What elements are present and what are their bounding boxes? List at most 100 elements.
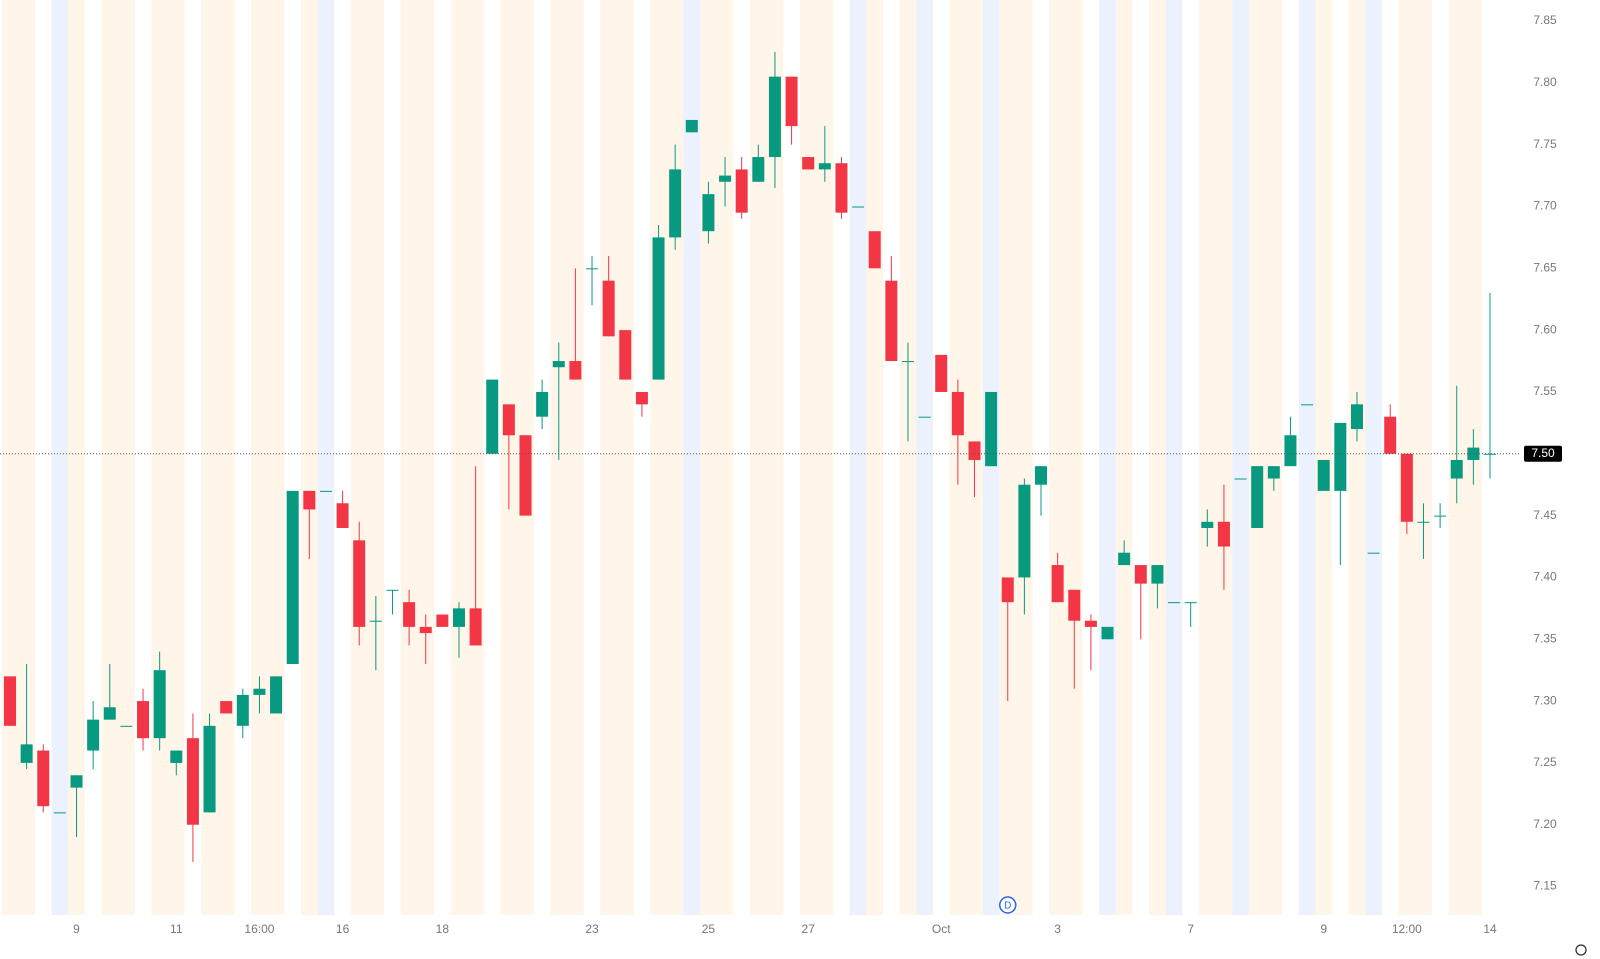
candle-body xyxy=(619,330,632,380)
candle-body xyxy=(37,750,50,807)
candle-body xyxy=(87,719,100,751)
session-band xyxy=(417,0,435,915)
x-tick-label: 11 xyxy=(170,922,183,936)
x-tick-label: Oct xyxy=(932,922,951,936)
candle-body xyxy=(768,76,781,158)
candle-body xyxy=(602,280,615,337)
y-tick-label: 7.70 xyxy=(1533,199,1557,213)
last-price-box xyxy=(1524,445,1562,462)
candle-body xyxy=(1267,466,1280,479)
session-band xyxy=(1415,0,1432,915)
session-band xyxy=(450,0,468,915)
candle-body xyxy=(1201,521,1214,528)
session-band xyxy=(251,0,268,915)
x-tick-label: 23 xyxy=(585,922,599,936)
session-band xyxy=(766,0,784,915)
session-band xyxy=(1065,0,1083,915)
session-band xyxy=(151,0,168,915)
session-band xyxy=(1165,0,1183,915)
session-band xyxy=(68,0,85,915)
candle-body xyxy=(569,361,582,380)
candle-body xyxy=(752,157,765,182)
session-band xyxy=(1232,0,1249,915)
session-band xyxy=(367,0,385,915)
session-band xyxy=(700,0,717,915)
candle-body xyxy=(1001,577,1014,603)
session-band xyxy=(350,0,368,915)
session-band xyxy=(716,0,734,915)
candle-body xyxy=(1184,602,1197,604)
candle-body xyxy=(652,237,665,380)
candle-body xyxy=(1484,453,1496,455)
session-band xyxy=(118,0,135,915)
candle-body xyxy=(1334,422,1347,491)
y-tick-label: 7.20 xyxy=(1533,817,1557,831)
session-band xyxy=(1,0,19,915)
candle-body xyxy=(552,361,565,368)
session-band xyxy=(849,0,867,915)
y-tick-label: 7.75 xyxy=(1533,137,1557,151)
session-band xyxy=(616,0,634,915)
session-band xyxy=(467,0,484,915)
candle-body xyxy=(220,701,233,714)
session-band xyxy=(999,0,1017,915)
candle-body xyxy=(70,775,83,788)
session-band xyxy=(1115,0,1133,915)
x-tick-label: 16 xyxy=(336,922,350,936)
session-band xyxy=(1099,0,1116,915)
y-tick-label: 7.65 xyxy=(1533,260,1557,274)
session-band xyxy=(1149,0,1166,915)
candle-body xyxy=(935,354,948,392)
session-bands xyxy=(1,0,1482,915)
candle-body xyxy=(137,701,150,739)
session-band xyxy=(799,0,817,915)
candle-body xyxy=(120,725,133,727)
session-band xyxy=(400,0,418,915)
y-tick-label: 7.80 xyxy=(1533,75,1557,89)
candle-body xyxy=(1367,552,1380,554)
session-band xyxy=(650,0,667,915)
x-tick-label: 3 xyxy=(1054,922,1061,936)
candle-body xyxy=(835,163,848,213)
candle-body xyxy=(170,750,183,763)
candle-body xyxy=(985,391,998,467)
candle-body xyxy=(1417,521,1430,523)
session-band xyxy=(167,0,185,915)
candle-body xyxy=(1384,416,1397,454)
candle-body xyxy=(1068,589,1081,621)
session-band xyxy=(1348,0,1366,915)
session-band xyxy=(666,0,684,915)
y-tick-label: 7.25 xyxy=(1533,755,1557,769)
candle-body xyxy=(802,157,815,170)
candle-body xyxy=(436,614,449,627)
y-tick-label: 7.45 xyxy=(1533,508,1557,522)
candle-body xyxy=(1400,453,1413,522)
candle-body xyxy=(719,175,732,182)
candle-body xyxy=(1051,565,1064,603)
candle-body xyxy=(103,707,116,720)
candle-body xyxy=(868,231,881,269)
y-tick-label: 7.35 xyxy=(1533,631,1557,645)
candle-body xyxy=(1234,478,1247,480)
candle-body xyxy=(1084,620,1097,627)
session-band xyxy=(1248,0,1266,915)
candle-body xyxy=(702,194,715,232)
candle-body xyxy=(885,280,898,362)
candle-body xyxy=(386,589,399,591)
y-tick-label: 7.40 xyxy=(1533,570,1557,584)
settings-icon[interactable] xyxy=(1575,944,1587,956)
session-band xyxy=(101,0,119,915)
candle-body xyxy=(1151,565,1164,584)
session-band xyxy=(1016,0,1033,915)
candle-body xyxy=(1434,515,1447,517)
session-band xyxy=(317,0,335,915)
candle-body xyxy=(1035,466,1048,485)
session-band xyxy=(301,0,318,915)
session-band xyxy=(567,0,584,915)
candle-body xyxy=(303,490,316,510)
y-tick-label: 7.55 xyxy=(1533,384,1557,398)
candle-body xyxy=(1350,404,1363,430)
session-band xyxy=(866,0,884,915)
candle-body xyxy=(452,608,465,627)
session-band xyxy=(1049,0,1066,915)
